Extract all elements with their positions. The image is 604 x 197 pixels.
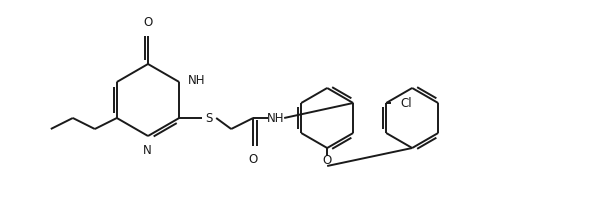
Text: NH: NH bbox=[188, 73, 206, 86]
Text: S: S bbox=[205, 112, 213, 125]
Text: O: O bbox=[249, 153, 258, 166]
Text: N: N bbox=[143, 144, 152, 157]
Text: Cl: Cl bbox=[400, 97, 412, 110]
Text: O: O bbox=[143, 16, 153, 29]
Text: O: O bbox=[323, 154, 332, 167]
Text: NH: NH bbox=[266, 112, 284, 125]
